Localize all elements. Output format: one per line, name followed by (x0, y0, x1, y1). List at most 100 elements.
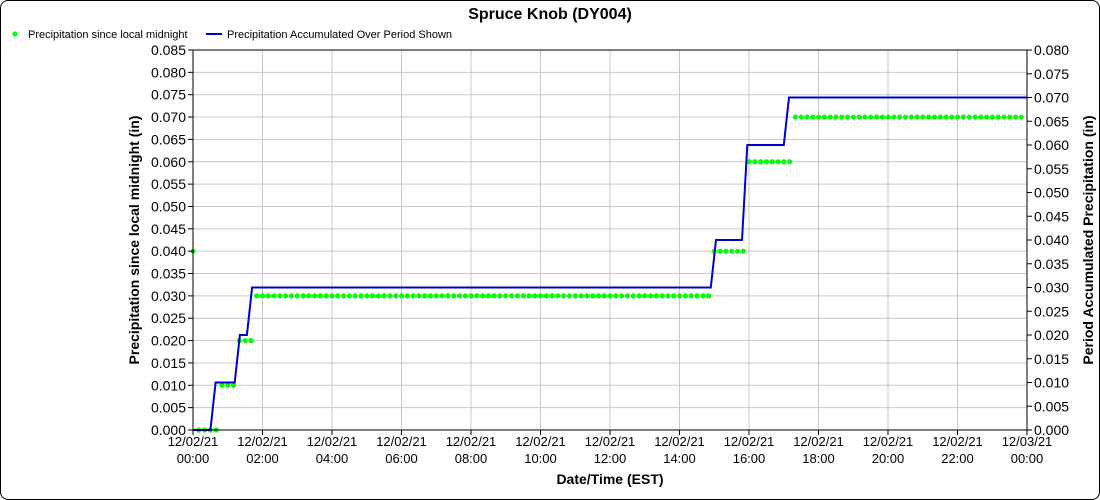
data-point-midnight (659, 293, 665, 299)
data-point-midnight (445, 293, 451, 299)
data-point-midnight (398, 293, 405, 299)
data-point-midnight (920, 114, 926, 120)
x-tick-label-date: 12/02/21 (863, 434, 914, 449)
data-point-midnight (694, 293, 700, 299)
y-tick-label-left: 0.070 (151, 109, 186, 125)
data-point-midnight (746, 159, 752, 165)
x-tick-label-date: 12/02/21 (168, 434, 219, 449)
data-point-midnight (989, 114, 996, 120)
data-point-midnight (561, 293, 567, 299)
data-point-midnight (566, 293, 573, 299)
data-point-midnight (230, 382, 237, 388)
x-tick-label-time: 00:00 (177, 451, 210, 466)
plot-area (190, 96, 1027, 433)
data-point-midnight (503, 293, 509, 299)
data-point-midnight (242, 337, 248, 344)
x-tick-label-time: 10:00 (524, 451, 557, 466)
data-point-midnight (387, 293, 393, 299)
data-point-midnight (734, 248, 741, 254)
data-point-midnight (914, 114, 920, 120)
data-point-midnight (404, 293, 410, 299)
data-point-midnight (902, 114, 909, 120)
data-point-midnight (532, 293, 538, 299)
data-point-midnight (572, 293, 578, 299)
data-point-midnight (729, 248, 735, 254)
data-point-midnight (613, 293, 619, 299)
data-point-midnight (700, 293, 706, 299)
data-point-midnight (827, 114, 833, 120)
data-point-midnight (410, 293, 416, 299)
y-tick-label-left: 0.040 (151, 243, 186, 259)
series-midnight-dots (190, 114, 1024, 433)
x-tick-label-time: 06:00 (385, 451, 418, 466)
data-point-midnight (926, 114, 932, 120)
data-point-midnight (949, 114, 955, 120)
data-point-midnight (225, 382, 231, 388)
data-point-midnight (955, 114, 961, 120)
data-point-midnight (879, 114, 885, 120)
data-point-midnight (804, 114, 810, 120)
y-tick-label-right: 0.025 (1034, 303, 1069, 319)
data-point-midnight (375, 293, 381, 299)
data-point-midnight (775, 159, 781, 165)
data-point-midnight (306, 293, 312, 299)
y-tick-label-right: 0.040 (1034, 232, 1069, 248)
x-tick-label-date: 12/02/21 (585, 434, 636, 449)
data-point-midnight (590, 293, 596, 299)
x-tick-label-time: 22:00 (941, 451, 974, 466)
data-point-midnight (844, 114, 851, 120)
data-point-midnight (960, 114, 967, 120)
data-point-midnight (416, 293, 422, 299)
data-point-midnight (630, 293, 636, 299)
data-point-midnight (885, 114, 891, 120)
data-point-midnight (758, 159, 764, 165)
data-point-midnight (277, 293, 283, 299)
data-point-midnight (624, 293, 631, 299)
data-point-midnight (468, 293, 474, 299)
data-point-midnight (329, 293, 335, 299)
data-point-midnight (850, 114, 856, 120)
y-tick-label-left: 0.085 (151, 42, 186, 58)
data-point-midnight (978, 114, 984, 120)
data-point-midnight (283, 293, 289, 299)
y-tick-label-left: 0.030 (151, 288, 186, 304)
x-tick-label-date: 12/02/21 (237, 434, 288, 449)
data-point-midnight (520, 293, 526, 299)
data-point-midnight (369, 293, 376, 299)
x-tick-label-date: 12/02/21 (376, 434, 427, 449)
y-tick-label-right: 0.010 (1034, 375, 1069, 391)
data-point-midnight (723, 248, 729, 254)
y-tick-label-left: 0.060 (151, 154, 186, 170)
data-point-midnight (984, 114, 990, 120)
data-point-midnight (740, 248, 746, 254)
data-point-midnight (381, 293, 387, 299)
data-point-midnight (393, 293, 399, 299)
x-tick-label-time: 08:00 (455, 451, 488, 466)
data-point-midnight (781, 159, 787, 165)
data-point-midnight (526, 293, 532, 299)
data-point-midnight (1007, 114, 1013, 120)
data-point-midnight (549, 293, 555, 299)
data-point-midnight (908, 114, 914, 120)
x-tick-label-date: 12/02/21 (446, 434, 497, 449)
y-tick-label-right: 0.055 (1034, 161, 1069, 177)
data-point-midnight (642, 293, 648, 299)
data-point-midnight (619, 293, 625, 299)
plot-border (192, 49, 1028, 431)
data-point-midnight (433, 293, 439, 299)
x-tick-label-time: 02:00 (246, 451, 279, 466)
data-point-midnight (995, 114, 1001, 120)
data-point-midnight (294, 293, 300, 299)
x-tick-label-date: 12/02/21 (515, 434, 566, 449)
data-point-midnight (254, 293, 260, 299)
data-point-midnight (607, 293, 613, 299)
x-tick-label-date: 12/02/21 (307, 434, 358, 449)
data-point-midnight (798, 114, 804, 120)
data-point-midnight (497, 293, 503, 299)
x-tick-label-date: 12/02/21 (724, 434, 775, 449)
data-point-midnight (966, 114, 972, 120)
data-point-midnight (1018, 114, 1024, 120)
data-point-midnight (937, 114, 943, 120)
x-tick-label-date: 12/02/21 (654, 434, 705, 449)
